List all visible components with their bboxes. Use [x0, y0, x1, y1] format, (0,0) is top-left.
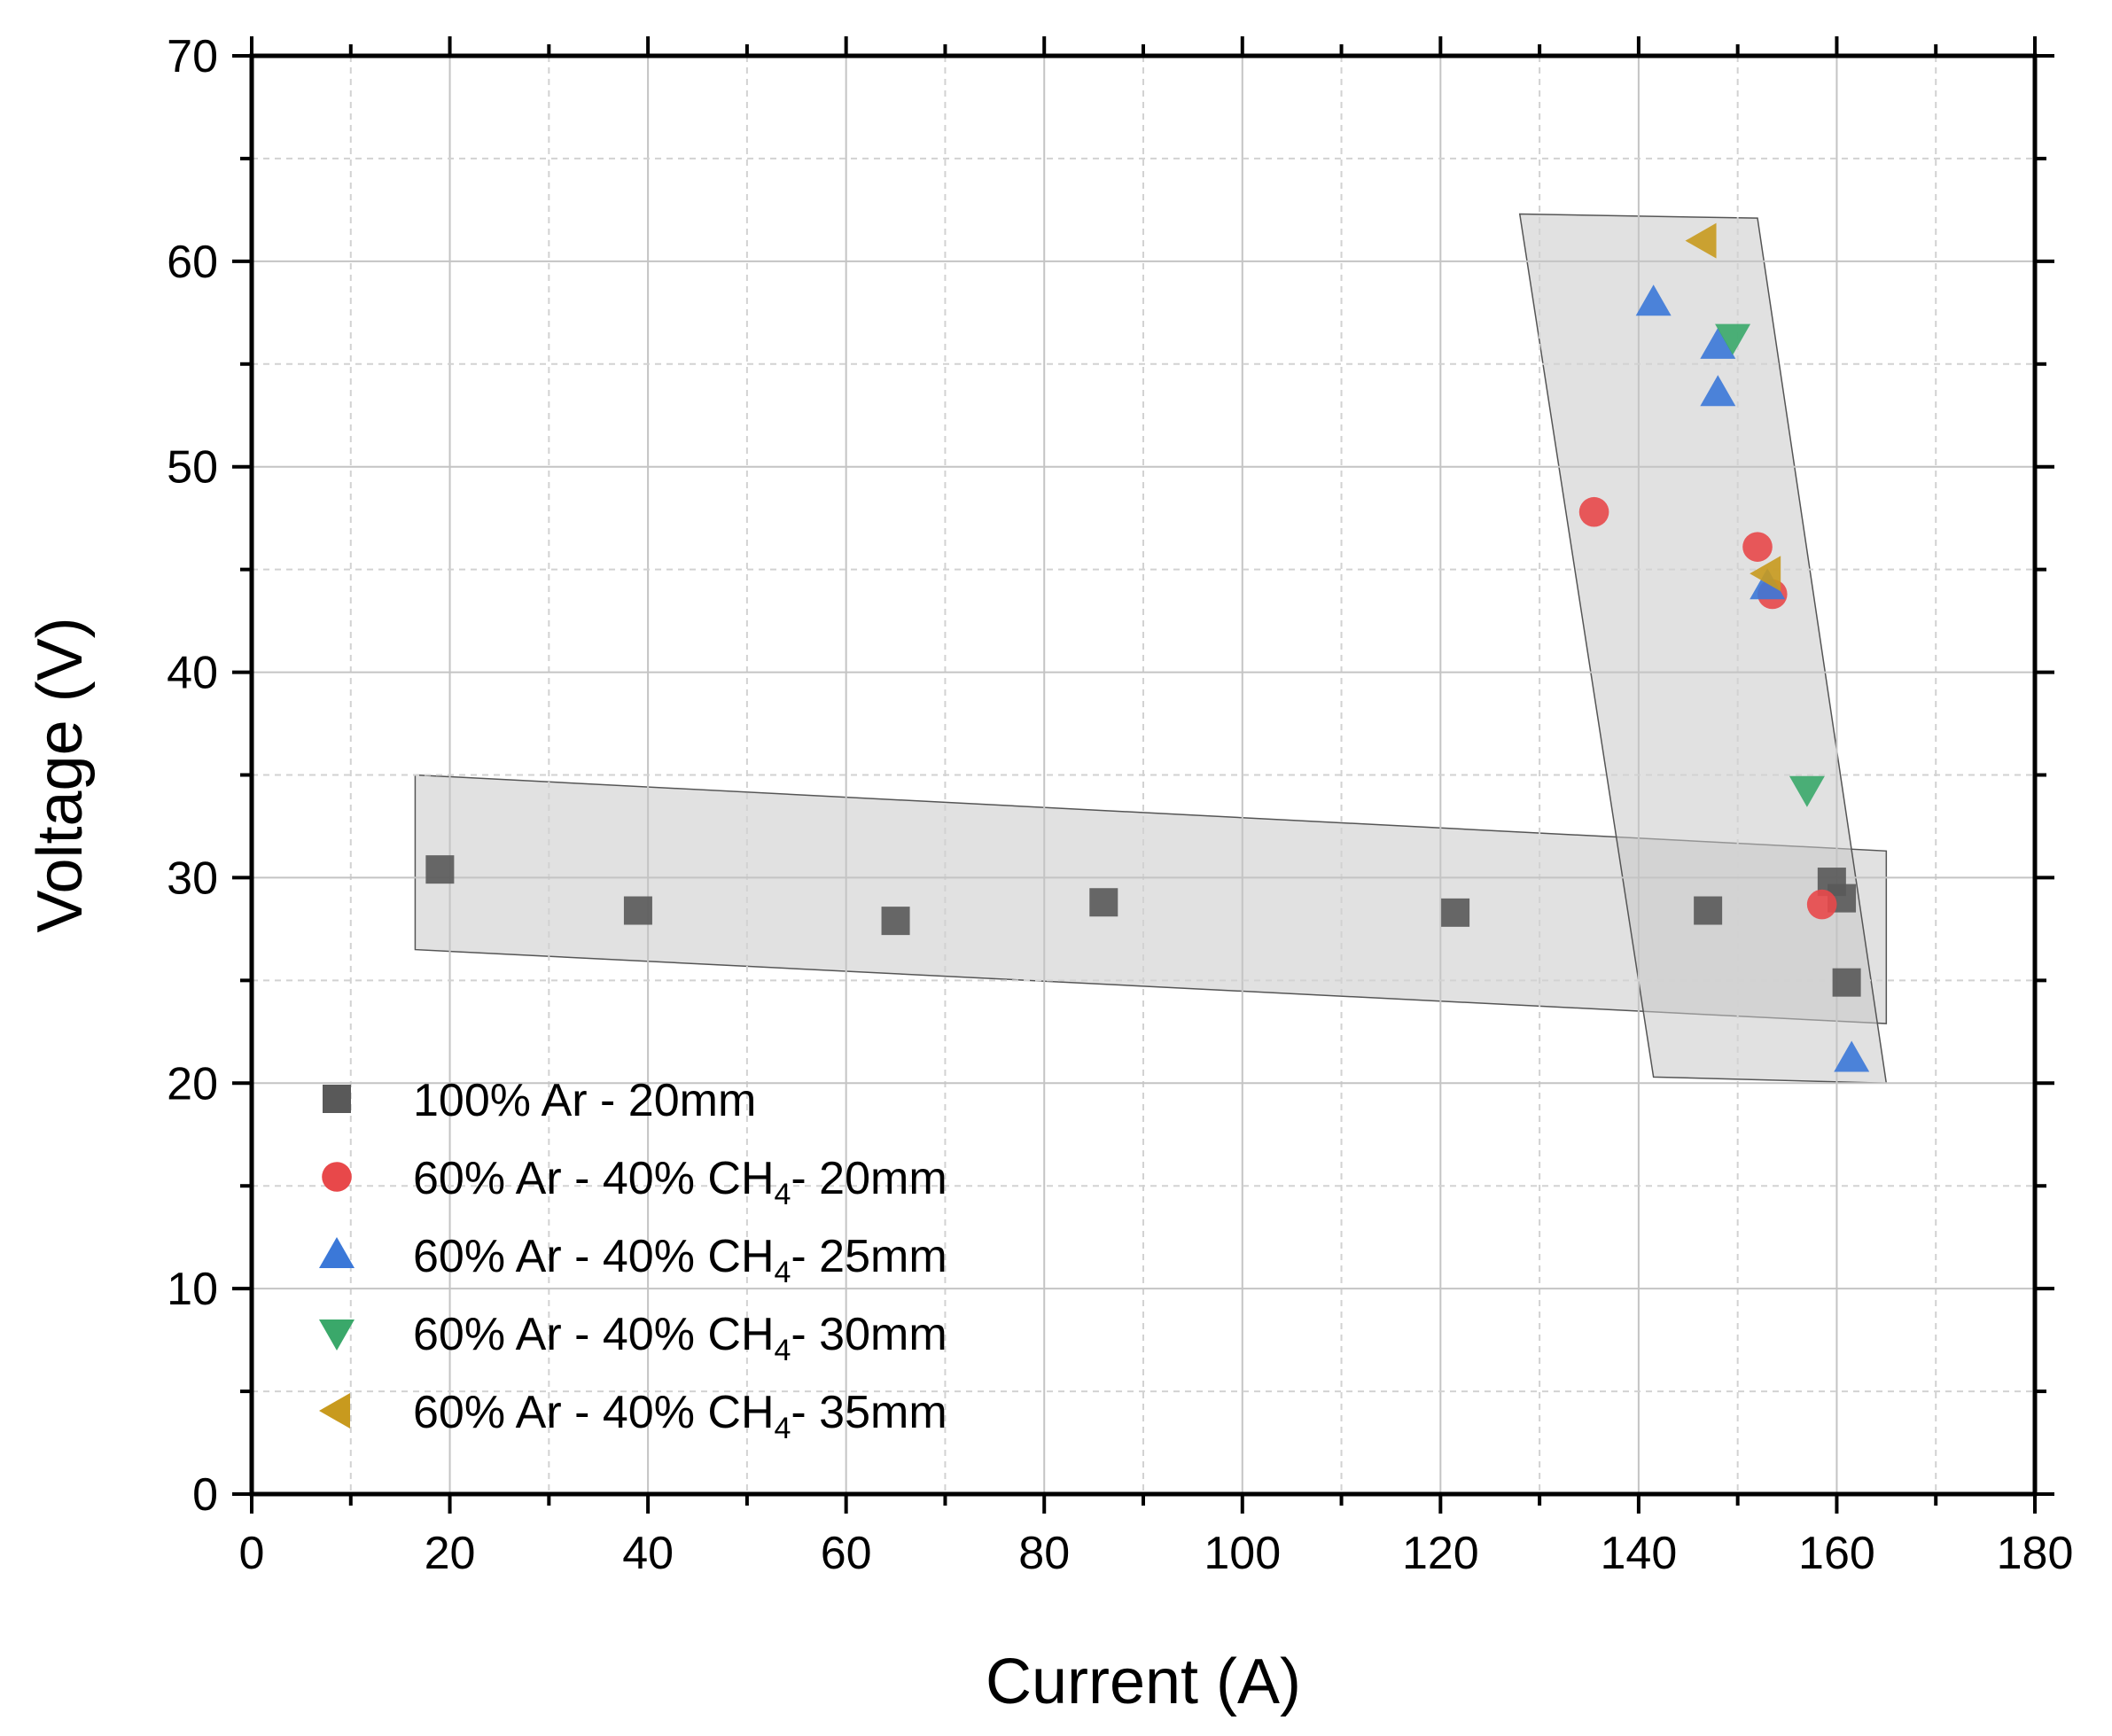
- x-tick-label: 0: [239, 1528, 265, 1579]
- x-tick-label: 20: [425, 1528, 476, 1579]
- data-point: [1834, 1040, 1870, 1072]
- x-tick-label: 140: [1601, 1528, 1678, 1579]
- low-current-band: [414, 774, 1888, 1024]
- legend-marker: [322, 1162, 352, 1192]
- data-point: [1750, 556, 1781, 592]
- highlight-regions: [414, 213, 1888, 1085]
- x-axis-title: Current (A): [986, 1646, 1301, 1717]
- x-tick-label: 120: [1402, 1528, 1479, 1579]
- legend-marker: [319, 1320, 355, 1351]
- y-tick-label: 40: [167, 648, 218, 699]
- data-point: [623, 896, 652, 925]
- data-point: [1578, 496, 1609, 527]
- data-point: [425, 855, 455, 884]
- x-tick-label: 180: [1997, 1528, 2074, 1579]
- x-tick-label: 60: [821, 1528, 872, 1579]
- data-point: [1441, 898, 1470, 927]
- legend: 100% Ar - 20mm 60% Ar - 40% CH4- 20mm 60% …: [319, 1075, 947, 1445]
- legend-label: 60% Ar - 40% CH4- 20mm: [413, 1153, 947, 1211]
- y-tick-label: 30: [167, 852, 218, 904]
- grid: [252, 56, 2035, 1494]
- x-tick-label: 40: [622, 1528, 674, 1579]
- legend-label: 100% Ar - 20mm: [413, 1075, 756, 1126]
- data-points: [425, 222, 1870, 1072]
- y-tick-labels: 0 10 20 30 40 50 60 70: [167, 31, 218, 1521]
- y-tick-label: 70: [167, 31, 218, 82]
- data-point: [1742, 532, 1773, 562]
- data-point: [1700, 327, 1736, 359]
- data-point: [1832, 968, 1861, 997]
- x-tick-labels: 0 20 40 60 80 100 120 140 160 180: [239, 1528, 2074, 1579]
- legend-label: 60% Ar - 40% CH4- 25mm: [413, 1231, 947, 1289]
- legend-label: 60% Ar - 40% CH4- 30mm: [413, 1309, 947, 1367]
- y-tick-label: 20: [167, 1058, 218, 1109]
- y-tick-label: 10: [167, 1264, 218, 1315]
- series-1: [425, 855, 1861, 997]
- x-tick-label: 100: [1204, 1528, 1281, 1579]
- y-axis-title: Voltage (V): [25, 617, 96, 932]
- data-point: [1789, 775, 1825, 807]
- series-4: [1715, 323, 1825, 807]
- series-5: [1685, 222, 1781, 592]
- legend-marker: [319, 1237, 355, 1268]
- data-point: [1700, 375, 1736, 407]
- data-point: [1685, 222, 1717, 259]
- data-point: [1806, 889, 1837, 920]
- x-tick-label: 160: [1798, 1528, 1875, 1579]
- y-tick-label: 60: [167, 237, 218, 288]
- x-tick-label: 80: [1018, 1528, 1070, 1579]
- data-point: [1694, 896, 1723, 925]
- data-point: [1089, 888, 1118, 917]
- y-tick-label: 0: [192, 1469, 218, 1521]
- data-point: [1715, 323, 1751, 355]
- legend-label: 60% Ar - 40% CH4- 35mm: [413, 1387, 947, 1445]
- legend-marker: [323, 1085, 351, 1113]
- data-point: [881, 907, 910, 936]
- y-tick-label: 50: [167, 442, 218, 494]
- legend-marker: [319, 1393, 350, 1429]
- data-point: [1635, 284, 1672, 316]
- axis-ticks: [232, 36, 2054, 1514]
